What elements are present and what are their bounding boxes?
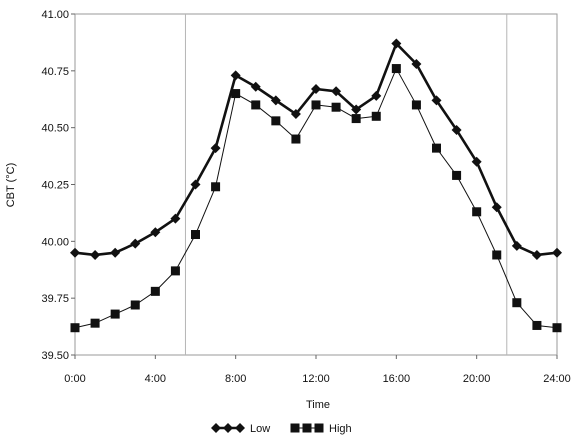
legend: Low High <box>211 423 352 435</box>
data-point <box>130 238 141 249</box>
data-point <box>191 230 200 240</box>
data-point <box>290 109 301 120</box>
data-point <box>211 182 221 192</box>
data-point <box>90 318 100 328</box>
series-high <box>70 64 562 333</box>
data-point <box>351 114 361 124</box>
data-point <box>230 70 241 81</box>
data-point <box>110 247 121 258</box>
x-tick-label: 4:00 <box>145 373 166 385</box>
data-point <box>311 100 321 110</box>
x-tick-label: 24:00 <box>543 373 571 385</box>
data-point <box>271 116 281 126</box>
data-point <box>251 100 261 110</box>
x-tick-label: 12:00 <box>302 373 330 385</box>
axes: 39.50 39.75 40.00 40.25 40.50 40.75 41.00 0:00 4… <box>41 9 570 385</box>
legend-marker <box>235 423 245 433</box>
legend-label: High <box>329 423 352 435</box>
legend-marker <box>302 423 312 433</box>
plot-area <box>74 13 558 356</box>
data-point <box>70 247 80 258</box>
series-line <box>74 42 558 257</box>
data-point <box>291 134 301 144</box>
data-point <box>552 323 562 333</box>
data-point <box>432 143 441 153</box>
legend-item-low: Low <box>211 423 270 435</box>
data-point <box>391 64 401 74</box>
y-tick-label: 39.50 <box>41 350 69 362</box>
data-point <box>532 320 542 330</box>
data-point <box>170 266 180 276</box>
data-point <box>491 202 502 213</box>
series-low <box>70 38 562 260</box>
y-tick-label: 40.50 <box>41 123 69 135</box>
data-point <box>170 213 181 224</box>
legend-label: Low <box>250 423 270 435</box>
data-point <box>270 95 281 106</box>
series-layer <box>70 38 562 333</box>
data-point <box>331 86 342 97</box>
data-point <box>250 81 261 92</box>
data-point <box>70 323 80 333</box>
data-point <box>150 227 161 238</box>
legend-marker <box>211 423 221 433</box>
data-point <box>371 111 381 121</box>
y-tick-label: 40.75 <box>41 66 69 78</box>
data-point <box>452 170 462 180</box>
legend-marker <box>290 423 300 433</box>
y-tick-label: 39.75 <box>41 293 69 305</box>
data-point <box>150 286 160 296</box>
y-tick-label: 40.25 <box>41 180 69 192</box>
data-point <box>552 247 562 258</box>
data-point <box>411 100 421 110</box>
data-point <box>231 89 241 99</box>
data-point <box>471 156 482 167</box>
data-point <box>451 124 462 135</box>
y-axis-title: CBT (°C) <box>5 163 17 208</box>
data-point <box>492 250 502 260</box>
data-point <box>472 207 482 217</box>
data-point <box>371 90 382 101</box>
data-point <box>190 179 201 190</box>
data-point <box>511 240 522 251</box>
y-tick-label: 41.00 <box>41 9 69 21</box>
data-point <box>311 84 321 95</box>
legend-marker <box>314 423 324 433</box>
data-point <box>531 249 542 260</box>
data-point <box>90 249 101 260</box>
x-axis-title: Time <box>306 399 330 411</box>
x-tick-label: 16:00 <box>383 373 411 385</box>
x-tick-label: 8:00 <box>225 373 246 385</box>
x-tick-label: 20:00 <box>463 373 491 385</box>
data-point <box>130 300 140 310</box>
data-point <box>351 104 362 115</box>
y-tick-label: 40.00 <box>41 236 69 248</box>
data-point <box>210 143 221 154</box>
data-point <box>411 59 422 70</box>
data-point <box>512 298 522 308</box>
plot-frame <box>74 13 558 356</box>
legend-marker <box>223 423 233 433</box>
data-point <box>110 309 120 319</box>
legend-item-high: High <box>290 423 352 435</box>
data-point <box>391 38 402 49</box>
data-point <box>331 102 341 112</box>
x-tick-label: 0:00 <box>64 373 85 385</box>
data-point <box>431 95 442 106</box>
